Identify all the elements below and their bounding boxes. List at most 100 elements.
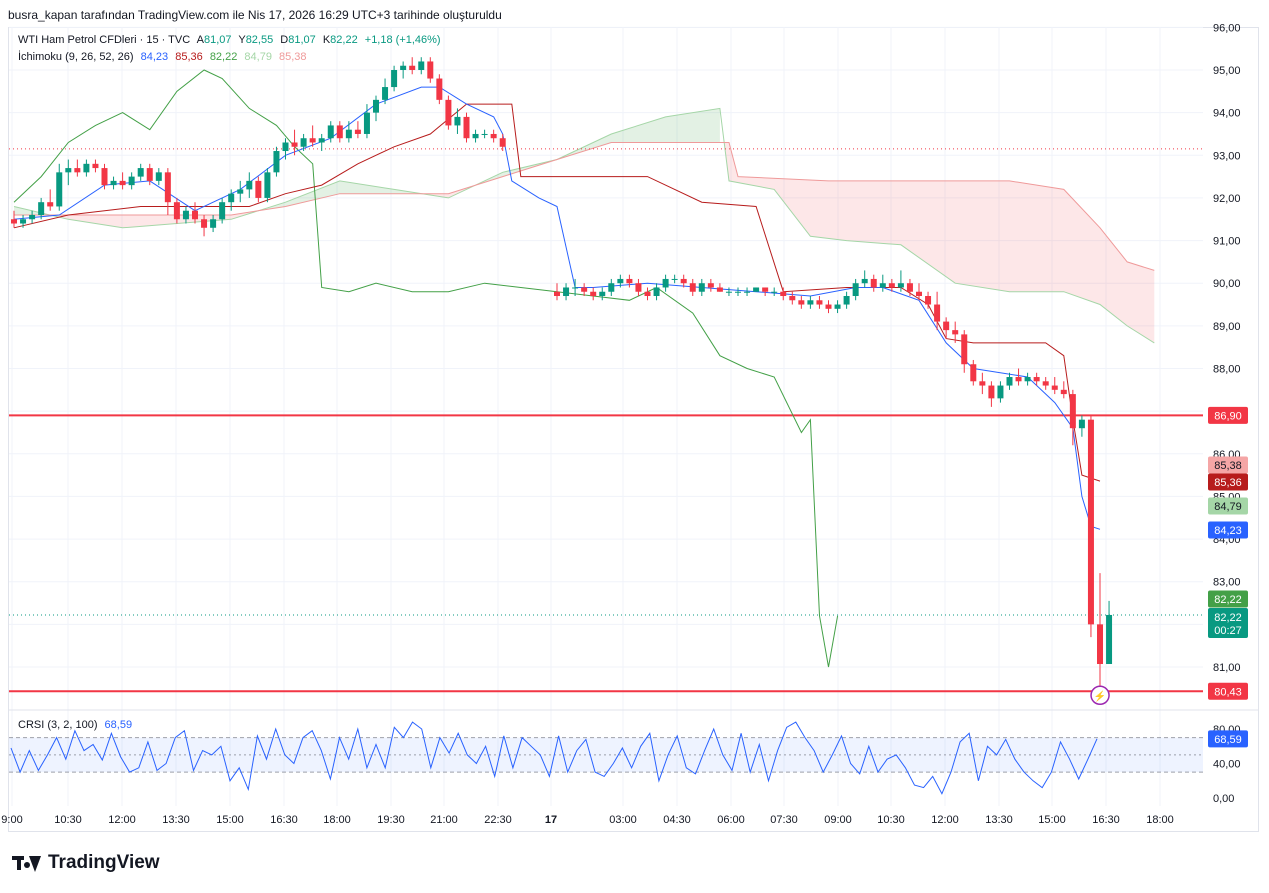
candle	[454, 116, 461, 126]
horizontal-line-price-tag[interactable]	[1208, 682, 1248, 700]
candle	[1051, 385, 1058, 390]
time-tick-label: 06:00	[717, 814, 745, 826]
candle	[572, 287, 579, 289]
candle	[581, 287, 588, 292]
candle	[834, 304, 841, 309]
candle	[354, 129, 361, 134]
alert-bolt-glyph: ⚡	[1094, 689, 1106, 702]
ichimoku-conversion-price-tag-text: 84,23	[1214, 525, 1242, 537]
tradingview-logo[interactable]: TradingView	[12, 852, 160, 874]
candle	[888, 283, 895, 288]
candle	[698, 283, 705, 292]
ichimoku-conversion-price-tag[interactable]	[1208, 521, 1248, 539]
time-tick-label: 16:30	[270, 814, 298, 826]
time-tick-label: 12:00	[108, 814, 136, 826]
ichimoku-span_b-price-tag[interactable]	[1208, 456, 1248, 474]
candle	[1033, 377, 1040, 382]
crsi-legend: CRSI (3, 2, 100) 68,59	[18, 719, 136, 731]
last-price-tag[interactable]	[1208, 608, 1248, 638]
candle	[373, 99, 379, 113]
candle	[400, 65, 407, 70]
chart-header-attribution: busra_kapan tarafından TradingView.com i…	[8, 8, 502, 22]
candle	[843, 296, 850, 305]
ichimoku-cloud	[425, 186, 471, 198]
ichimoku-label[interactable]: İchimoku (9, 26, 52, 26)	[18, 51, 134, 63]
crsi-tick-label: 40,00	[1213, 759, 1241, 771]
time-tick-label: 16:30	[1092, 814, 1120, 826]
ichimoku-legend: İchimoku (9, 26, 52, 26) 84,23 85,36 82,…	[18, 51, 311, 63]
candle	[74, 168, 81, 173]
candle	[671, 278, 678, 280]
candle	[481, 133, 488, 135]
candle	[789, 296, 796, 301]
candle	[970, 364, 977, 382]
time-tick-label: 12:00	[931, 814, 959, 826]
time-tick-label: 04:30	[663, 814, 691, 826]
candle	[291, 142, 298, 147]
candle	[246, 180, 253, 190]
ichimoku-span-b-value: 85,38	[279, 51, 307, 63]
candle	[173, 202, 180, 220]
candle	[182, 210, 189, 220]
candle	[101, 168, 108, 186]
candle	[427, 61, 434, 79]
candle	[65, 168, 72, 173]
candle	[20, 219, 27, 224]
candle	[735, 291, 741, 293]
price-tick-label: 90,00	[1213, 278, 1241, 290]
candle	[255, 180, 262, 198]
crsi-label[interactable]: CRSI (3, 2, 100)	[18, 719, 98, 731]
candle	[852, 283, 859, 297]
candle	[979, 381, 986, 386]
candle	[825, 304, 832, 309]
candle	[345, 129, 352, 139]
candle	[210, 219, 217, 228]
brand-name: TradingView	[48, 852, 160, 873]
price-tick-label: 81,00	[1213, 662, 1241, 674]
candle	[554, 291, 560, 297]
candle	[128, 176, 135, 186]
horizontal-line-price-tag[interactable]	[1208, 406, 1248, 424]
crsi-last-tag[interactable]	[1208, 730, 1248, 748]
candle	[771, 291, 778, 293]
symbol-name[interactable]: WTI Ham Petrol CFDleri · 15 · TVC	[18, 34, 191, 46]
time-tick-label: 9:00	[1, 814, 22, 826]
high-value: 82,55	[245, 34, 274, 46]
candle	[56, 172, 63, 207]
time-tick-label: 19:30	[377, 814, 405, 826]
time-tick-label: 15:00	[216, 814, 244, 826]
close-label: K	[322, 34, 331, 46]
candle	[327, 125, 334, 139]
candle	[753, 287, 760, 292]
candle	[599, 291, 606, 297]
price-tick-label: 91,00	[1213, 236, 1241, 248]
time-tick-label: 13:30	[985, 814, 1013, 826]
time-tick-label: 21:00	[430, 814, 458, 826]
candle	[472, 133, 479, 139]
time-tick-label: 03:00	[609, 814, 637, 826]
candle	[1106, 614, 1113, 665]
ichimoku-base-price-tag[interactable]	[1208, 473, 1248, 491]
candle	[617, 278, 624, 284]
candle	[997, 385, 1004, 399]
candle	[490, 133, 497, 139]
crsi-last-text: 68,59	[1214, 734, 1242, 746]
ichimoku-base-value: 85,36	[175, 51, 203, 63]
price-tick-label: 92,00	[1213, 193, 1241, 205]
candle	[906, 283, 913, 292]
candle	[137, 168, 144, 177]
ichimoku-cloud	[258, 180, 422, 211]
ichimoku-lagging-price-tag[interactable]	[1208, 590, 1248, 608]
candle	[563, 287, 570, 297]
candle	[164, 172, 171, 203]
candle	[590, 291, 597, 297]
ichimoku-span_a-price-tag[interactable]	[1208, 497, 1248, 515]
time-tick-label: 13:30	[162, 814, 190, 826]
alert-icon[interactable]	[1090, 685, 1110, 706]
crsi-line	[10, 721, 1098, 795]
candle	[1024, 377, 1031, 382]
ichimoku-span_b-price-tag-text: 85,38	[1214, 460, 1242, 472]
candle	[409, 65, 416, 70]
open-label: A	[196, 34, 204, 46]
